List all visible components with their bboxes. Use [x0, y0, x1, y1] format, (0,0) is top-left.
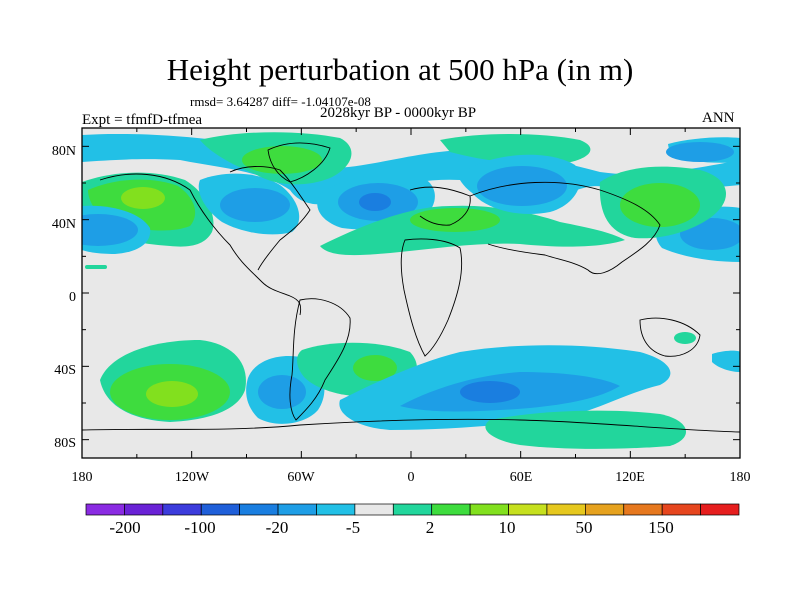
- contour-region: [320, 205, 625, 256]
- colorbar-label: -200: [109, 518, 140, 537]
- colorbar-label: -5: [346, 518, 360, 537]
- colorbar-swatch: [239, 503, 279, 516]
- colorbar-label: -100: [184, 518, 215, 537]
- contour-region: [339, 345, 671, 430]
- colorbar-swatch: [700, 503, 740, 516]
- colorbar-swatch: [316, 503, 356, 516]
- lon-label: 180: [730, 470, 751, 485]
- colorbar-label: 50: [576, 518, 593, 537]
- lon-label: 60E: [510, 470, 533, 485]
- contour-region: [440, 134, 740, 165]
- contour-region: [599, 166, 727, 239]
- colorbar-swatch: [623, 503, 663, 516]
- colorbar-label: 10: [499, 518, 516, 537]
- colorbar-swatch: [392, 503, 433, 516]
- lat-label: 0: [69, 290, 76, 305]
- colorbar-swatch: [431, 503, 471, 516]
- colorbar-swatch: [277, 503, 317, 516]
- experiment-label: Expt = tfmfD-tfmea: [82, 112, 203, 128]
- rmsd-subtitle: rmsd= 3.64287 diff= -1.04107e-08: [190, 94, 371, 109]
- colorbar-swatch: [162, 503, 202, 516]
- lat-label: 40S: [54, 363, 76, 378]
- contour-region: [485, 410, 687, 449]
- colorbar-swatch: [124, 503, 164, 516]
- colorbar-swatch: [85, 503, 125, 516]
- contour-region: [198, 173, 300, 235]
- colorbar-swatch: [661, 503, 701, 516]
- colorbar-label: -20: [266, 518, 289, 537]
- colorbar: [85, 503, 740, 516]
- map-title: Height perturbation at 500 hPa (in m): [166, 52, 634, 87]
- colorbar-swatch: [584, 503, 625, 516]
- lon-label: 0: [408, 470, 415, 485]
- lon-label: 120W: [175, 470, 210, 485]
- colorbar-swatch: [354, 503, 394, 516]
- contour-region: [466, 154, 581, 215]
- colorbar-swatch: [469, 503, 509, 516]
- lon-label: 120E: [615, 470, 645, 485]
- lat-label: 40N: [52, 217, 76, 232]
- period-label: 2028kyr BP - 0000kyr BP: [320, 105, 477, 121]
- lon-label: 180: [72, 470, 93, 485]
- colorbar-swatch: [200, 503, 241, 516]
- contour-region: [82, 205, 151, 254]
- contour-region: [100, 340, 246, 422]
- lat-label: 80S: [54, 436, 76, 451]
- contour-field: [82, 128, 740, 458]
- colorbar-label: 2: [426, 518, 435, 537]
- season-label: ANN: [702, 110, 735, 126]
- colorbar-swatch: [546, 503, 586, 516]
- coastlines: [82, 142, 740, 433]
- lat-label: 80N: [52, 144, 76, 159]
- axis-ticks: [81, 128, 741, 458]
- contour-region: [85, 265, 107, 269]
- lon-label: 60W: [287, 470, 315, 485]
- colorbar-swatch: [508, 503, 548, 516]
- colorbar-label: 150: [648, 518, 674, 537]
